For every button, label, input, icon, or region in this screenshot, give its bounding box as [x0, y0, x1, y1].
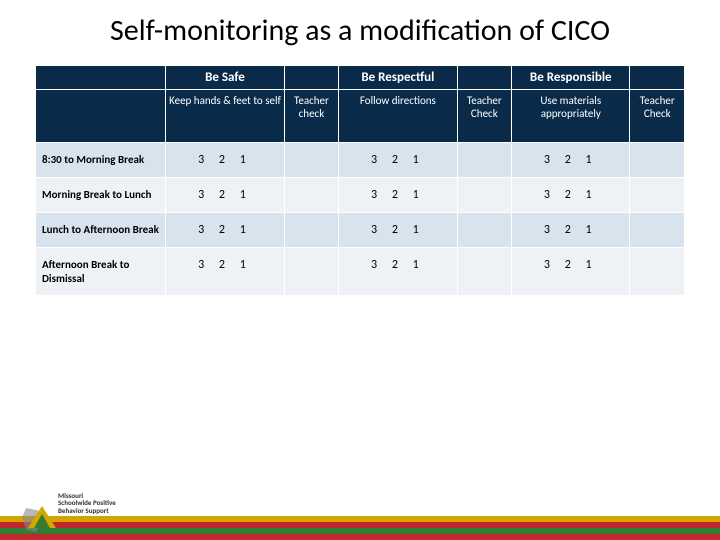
- header-responsible: Be Responsible: [512, 65, 630, 89]
- score-cell: 3 2 1: [166, 247, 284, 296]
- teacher-check-cell: [457, 177, 511, 212]
- header-blank: [36, 89, 166, 142]
- score-cell: 3 2 1: [339, 247, 457, 296]
- score-cell: 3 2 1: [512, 247, 630, 296]
- teacher-check-cell: [630, 142, 685, 177]
- teacher-check-cell: [630, 177, 685, 212]
- row-label: Morning Break to Lunch: [36, 177, 166, 212]
- logo-text: Missouri Schoolwide Positive Behavior Su…: [58, 492, 116, 514]
- cico-table: Be Safe Be Respectful Be Responsible Kee…: [35, 65, 685, 297]
- teacher-check-cell: [457, 247, 511, 296]
- score-cell: 3 2 1: [512, 177, 630, 212]
- teacher-check-cell: [284, 177, 338, 212]
- row-label: Afternoon Break to Dismissal: [36, 247, 166, 296]
- sub-responsible: Use materials appropriately: [512, 89, 630, 142]
- row-label: 8:30 to Morning Break: [36, 142, 166, 177]
- teacher-check-cell: [457, 212, 511, 247]
- teacher-check-cell: [457, 142, 511, 177]
- triangle-icon: [34, 514, 50, 528]
- header-blank: [630, 65, 685, 89]
- teacher-check-cell: [630, 212, 685, 247]
- header-blank: [457, 65, 511, 89]
- score-cell: 3 2 1: [512, 212, 630, 247]
- sub-teacher-check: Teacher Check: [457, 89, 511, 142]
- table-row: Afternoon Break to Dismissal 3 2 1 3 2 1…: [36, 247, 685, 296]
- score-cell: 3 2 1: [166, 177, 284, 212]
- sub-teacher-check: Teacher check: [284, 89, 338, 142]
- header-safe: Be Safe: [166, 65, 284, 89]
- score-cell: 3 2 1: [339, 142, 457, 177]
- score-cell: 3 2 1: [339, 212, 457, 247]
- header-blank: [36, 65, 166, 89]
- score-cell: 3 2 1: [512, 142, 630, 177]
- sub-teacher-check: Teacher Check: [630, 89, 685, 142]
- header-blank: [284, 65, 338, 89]
- slide-title: Self-monitoring as a modification of CIC…: [0, 0, 720, 59]
- teacher-check-cell: [284, 142, 338, 177]
- header-row-1: Be Safe Be Respectful Be Responsible: [36, 65, 685, 89]
- header-row-2: Keep hands & feet to self Teacher check …: [36, 89, 685, 142]
- sub-respectful: Follow directions: [339, 89, 457, 142]
- sub-safe: Keep hands & feet to self: [166, 89, 284, 142]
- row-label: Lunch to Afternoon Break: [36, 212, 166, 247]
- teacher-check-cell: [284, 247, 338, 296]
- header-respectful: Be Respectful: [339, 65, 457, 89]
- score-cell: 3 2 1: [166, 142, 284, 177]
- table-row: Lunch to Afternoon Break 3 2 1 3 2 1 3 2…: [36, 212, 685, 247]
- table-row: Morning Break to Lunch 3 2 1 3 2 1 3 2 1: [36, 177, 685, 212]
- table-row: 8:30 to Morning Break 3 2 1 3 2 1 3 2 1: [36, 142, 685, 177]
- score-cell: 3 2 1: [166, 212, 284, 247]
- teacher-check-cell: [284, 212, 338, 247]
- teacher-check-cell: [630, 247, 685, 296]
- logo: Missouri Schoolwide Positive Behavior Su…: [28, 488, 113, 536]
- score-cell: 3 2 1: [339, 177, 457, 212]
- footer: Missouri Schoolwide Positive Behavior Su…: [0, 516, 720, 540]
